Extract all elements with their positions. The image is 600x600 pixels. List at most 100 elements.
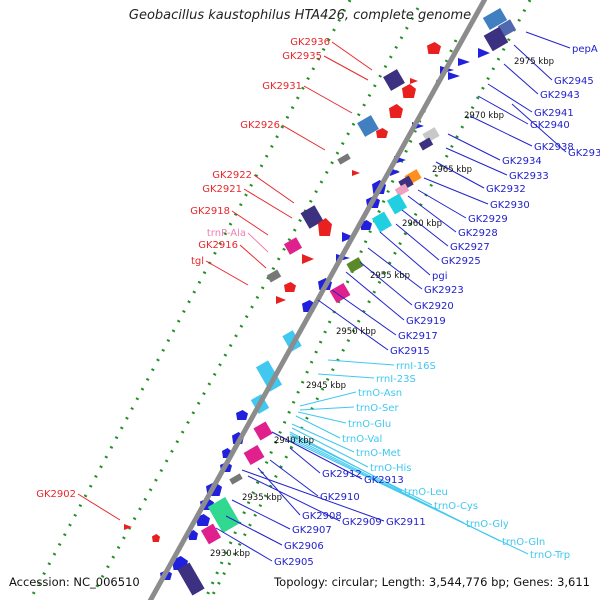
leader-line-right [379,231,431,276]
leader-line-right [345,271,405,321]
rna-gene-label: trnO-Trp [530,550,570,561]
kbp-tick-label: 2940 kbp [274,436,314,446]
right-gene-label: GK2943 [540,90,580,101]
rna-gene-label: trnO-Ser [356,403,399,414]
right-gene-label: GK2923 [424,285,464,296]
right-gene-label: GK2908 [302,511,342,522]
leader-line-right [417,189,467,219]
leader-line-right [511,103,567,153]
gene-feature-40 [329,282,351,304]
kbp-tick-label: 2950 kbp [336,327,376,337]
right-gene-label: GK2929 [468,214,508,225]
leader-line-right [445,147,508,176]
gene-feature-27 [371,211,393,233]
leader-line-rna [297,411,347,424]
gene-feature-56 [200,523,222,545]
leader-line-right [469,115,533,147]
kbp-tick-label: 2970 kbp [464,111,504,121]
gene-feature-54 [207,497,241,533]
left-gene-label: GK2922 [212,170,252,181]
right-gene-label: GK2934 [502,156,542,167]
kbp-tick-label: 2955 kbp [370,271,410,281]
leader-line-left [205,260,249,286]
dotted-track-2 [208,0,532,600]
leader-line-rna [291,423,355,453]
left-gene-label: GK2918 [190,206,230,217]
leader-line-left [243,188,293,219]
gene-feature-15 [422,127,440,143]
right-gene-label: GK2940 [530,120,570,131]
genome-backbone [147,0,488,600]
gene-feature-0 [482,7,508,31]
leader-line-right [395,223,440,261]
kbp-tick-label: 2935 kbp [242,493,282,503]
genome-title: Geobacillus kaustophilus HTA426, complet… [128,8,472,23]
gene-feature-36 [266,269,282,283]
leader-line-right [289,447,321,474]
right-gene-label: GK2928 [458,228,498,239]
right-gene-label: GK2938 [534,142,574,153]
gene-feature-5 [383,69,405,91]
rna-gene-label: rrnI-23S [376,374,416,385]
rna-gene-label: trnO-Val [342,434,382,445]
gene-feature-11 [389,104,403,118]
kbp-tick-label: 2930 kbp [210,549,250,559]
gene-feature-18 [352,170,360,176]
left-gene-label: trnP-Ala [207,228,246,239]
left-gene-label: GK2916 [198,240,238,251]
leader-line-right [215,527,273,562]
leader-line-right [359,261,413,306]
left-gene-label: GK2936 [290,37,330,48]
leader-line-rna [289,435,465,524]
gene-feature-58 [152,534,160,542]
kbp-tick-label: 2965 kbp [432,165,472,175]
leader-line-right [247,475,341,522]
left-gene-label: GK2921 [202,184,242,195]
gene-feature-51 [229,473,243,485]
leader-line-right [477,95,529,125]
leader-line-right [231,499,291,530]
leader-line-rna [317,373,375,379]
kbp-tick-label: 2945 kbp [306,381,346,391]
leader-line-rna [289,433,433,506]
gene-feature-31 [318,218,332,236]
right-gene-label: GK2933 [509,171,549,182]
right-gene-label: GK2912 [322,469,362,480]
leader-line-right [487,83,533,113]
right-gene-label: GK2911 [386,517,426,528]
rna-gene-label: trnO-Gln [502,537,545,548]
rna-gene-label: rrnI-16S [396,361,436,372]
right-gene-label: GK2913 [364,475,404,486]
gene-feature-9 [448,72,460,80]
leader-line-rna [289,439,529,555]
right-gene-label: GK2910 [320,492,360,503]
right-gene-label: GK2920 [414,301,454,312]
tick-dot-lines [28,0,532,600]
leader-line-right [503,63,539,95]
rna-gene-label: trnO-Met [356,448,401,459]
right-gene-label: GK2941 [534,108,574,119]
gene-feature-16 [418,137,434,151]
gene-feature-23 [394,183,410,197]
leader-line-left [303,85,353,114]
gene-feature-29 [342,232,354,242]
right-gene-label: GK2917 [398,331,438,342]
leader-line-rna [291,427,369,468]
gene-feature-2 [483,26,509,52]
dotted-track-3 [28,0,352,600]
leader-line-left [331,41,373,71]
gene-feature-26 [386,193,408,215]
leader-line-right [407,195,457,233]
left-gene-label: GK2902 [36,489,76,500]
right-gene-label: GK2909 [342,517,382,528]
right-gene-label: GK2932 [486,184,526,195]
gene-feature-48 [243,444,265,466]
gene-feature-33 [302,254,314,264]
gene-feature-10 [458,58,470,66]
gene-feature-32 [283,237,303,255]
leader-line-right [525,31,571,49]
left-gene-label: GK2931 [262,81,302,92]
gene-labels: 2975 kbp 2970 kbp 2965 kbp 2960 kbp 2955 kbp… [36,37,600,568]
leader-line-left [253,174,295,204]
